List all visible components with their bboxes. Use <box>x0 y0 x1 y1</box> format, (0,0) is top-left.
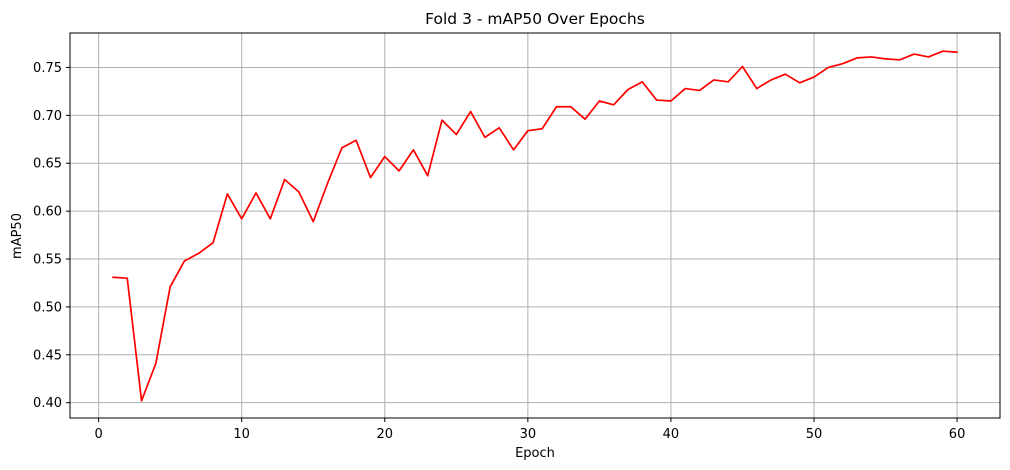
y-tick-label: 0.45 <box>33 348 62 363</box>
x-tick-label: 40 <box>663 427 680 442</box>
grid <box>70 33 1000 418</box>
y-tick-label: 0.50 <box>33 300 62 315</box>
x-tick-label: 0 <box>94 427 102 442</box>
x-tick-label: 60 <box>949 427 966 442</box>
y-tick-label: 0.75 <box>33 61 62 76</box>
y-tick-label: 0.60 <box>33 205 62 220</box>
y-tick-label: 0.65 <box>33 157 62 172</box>
y-tick-label: 0.40 <box>33 396 62 411</box>
y-tick-label: 0.55 <box>33 253 62 268</box>
x-tick-label: 50 <box>806 427 823 442</box>
x-tick-label: 30 <box>520 427 537 442</box>
x-tick-label: 20 <box>376 427 393 442</box>
chart-title: Fold 3 - mAP50 Over Epochs <box>425 10 645 28</box>
ticks: 0 10 20 30 40 50 60 0.40 0.45 0.50 0.55 0.60 0.65 0.7… <box>33 61 965 442</box>
line-layer <box>112 50 958 402</box>
y-axis-label: mAP50 <box>10 213 25 259</box>
x-axis-label: Epoch <box>515 446 555 461</box>
x-tick-label: 10 <box>233 427 250 442</box>
plot-frame <box>69 32 1001 419</box>
series-line-0 <box>112 50 958 402</box>
y-tick-label: 0.70 <box>33 109 62 124</box>
